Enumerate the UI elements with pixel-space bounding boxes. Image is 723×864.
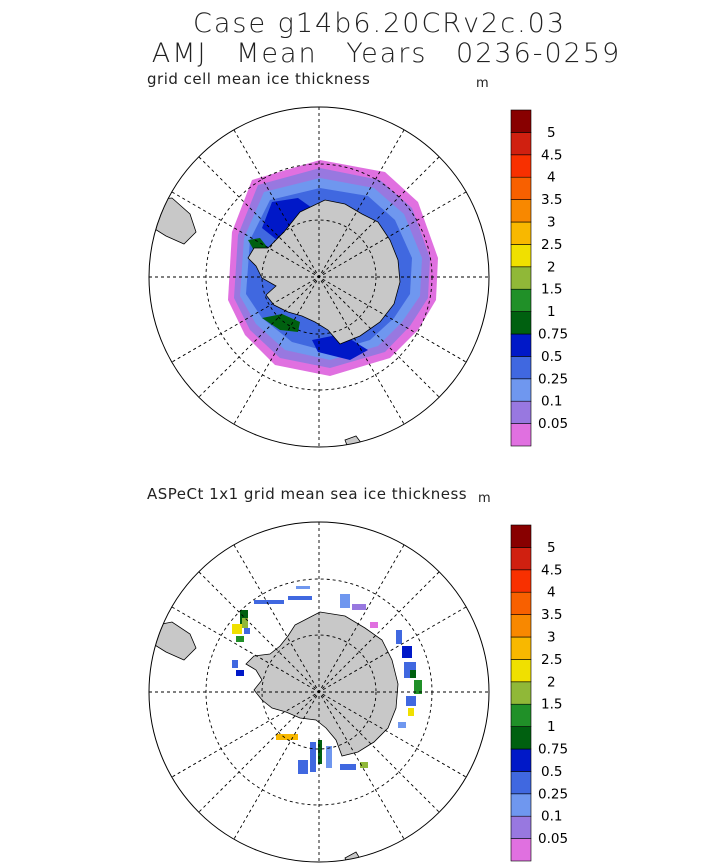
colorbar2-swatch-8 xyxy=(510,659,532,683)
colorbar2-swatch-14 xyxy=(510,524,532,548)
graticule xyxy=(149,107,489,447)
colorbar2-swatch-10 xyxy=(510,614,532,638)
colorbar1-swatch-6 xyxy=(510,288,532,312)
colorbar2-swatch-11 xyxy=(510,591,532,615)
colorbar1-tick-label: 2.5 xyxy=(541,237,562,253)
colorbar2-tick-label: 1 xyxy=(547,719,556,735)
colorbar1-tick-label: 1 xyxy=(547,304,556,320)
colorbar2-swatch-6 xyxy=(510,703,532,727)
colorbar1-swatch-3 xyxy=(510,356,532,380)
colorbar2-tick-label: 0.25 xyxy=(538,786,568,802)
colorbar2-tick-label: 5 xyxy=(547,540,556,556)
colorbar-panel1: 0.05 0.1 0.25 0.5 0.75 1 1.5 2 2.5 3 3.5 4 4.5 5 xyxy=(510,109,568,447)
ice-band-0.75-ross xyxy=(312,334,368,360)
panel1-map xyxy=(148,106,490,448)
title-period: AMJ Mean Years 0236-0259 xyxy=(151,38,622,69)
colorbar2-swatch-13 xyxy=(510,547,532,571)
colorbar1-tick-label: 0.25 xyxy=(538,371,568,387)
colorbar2-tick-label: 3 xyxy=(547,630,556,646)
colorbar1-tick-label: 0.1 xyxy=(541,394,562,410)
colorbar2-tick-label: 3.5 xyxy=(541,607,562,623)
colorbar1-tick-label: 5 xyxy=(547,125,556,141)
panel2-unit: m xyxy=(478,491,491,506)
colorbar1-swatch-11 xyxy=(510,176,532,200)
colorbar2-swatch-5 xyxy=(510,726,532,750)
ice-band-0.75-weddell xyxy=(262,198,315,244)
colorbar1-swatch-7 xyxy=(510,266,532,290)
colorbar-panel2: 0.05 0.1 0.25 0.5 0.75 1 1.5 2 2.5 3 3.5 4 4.5 5 xyxy=(510,524,568,862)
antarctica-land-2 xyxy=(245,611,399,757)
colorbar1-swatch-9 xyxy=(510,221,532,245)
colorbar2-tick-label: 1.5 xyxy=(541,697,562,713)
colorbar2-tick-label: 4 xyxy=(547,585,556,601)
colorbar2-swatch-4 xyxy=(510,748,532,772)
title-case: Case g14b6.20CRv2c.03 xyxy=(192,8,567,39)
colorbar2-swatch-2 xyxy=(510,793,532,817)
colorbar2-tick-label: 0.05 xyxy=(538,831,568,847)
colorbar2-swatch-12 xyxy=(510,569,532,593)
map-border xyxy=(148,106,490,448)
panel1-unit: m xyxy=(476,76,489,91)
colorbar2-tick-label: 2 xyxy=(547,674,556,690)
colorbar1-swatch-2 xyxy=(510,378,532,402)
colorbar1-swatch-10 xyxy=(510,199,532,223)
colorbar1-swatch-14 xyxy=(510,109,532,133)
colorbar1-tick-label: 4.5 xyxy=(541,147,562,163)
colorbar2-swatch-1 xyxy=(510,815,532,839)
panel2-subtitle: ASPeCt 1x1 grid mean sea ice thickness xyxy=(147,485,468,503)
colorbar2-swatch-0 xyxy=(510,838,532,862)
colorbar2-swatch-9 xyxy=(510,636,532,660)
graticule-2 xyxy=(149,522,489,862)
colorbar1-swatch-12 xyxy=(510,154,532,178)
ice-band-1-ross xyxy=(262,314,300,332)
map-border-2 xyxy=(148,521,490,863)
colorbar1-tick-label: 0.75 xyxy=(538,327,568,343)
colorbar1-tick-label: 3 xyxy=(547,215,556,231)
colorbar2-tick-label: 0.75 xyxy=(538,742,568,758)
colorbar1-swatch-0 xyxy=(510,423,532,447)
colorbar2-swatch-7 xyxy=(510,681,532,705)
observation-tracks xyxy=(232,586,422,774)
colorbar1-tick-label: 4 xyxy=(547,170,556,186)
colorbar1-swatch-13 xyxy=(510,132,532,156)
colorbar1-swatch-1 xyxy=(510,400,532,424)
colorbar1-tick-label: 1.5 xyxy=(541,282,562,298)
colorbar1-swatch-4 xyxy=(510,333,532,357)
colorbar2-tick-label: 0.1 xyxy=(541,809,562,825)
colorbar2-tick-label: 4.5 xyxy=(541,562,562,578)
colorbar1-swatch-5 xyxy=(510,311,532,335)
colorbar2-swatch-3 xyxy=(510,771,532,795)
colorbar2-tick-label: 2.5 xyxy=(541,652,562,668)
colorbar1-tick-label: 0.5 xyxy=(541,349,562,365)
colorbar2-tick-label: 0.5 xyxy=(541,764,562,780)
colorbar1-tick-label: 2 xyxy=(547,259,556,275)
colorbar1-tick-label: 3.5 xyxy=(541,192,562,208)
panel2-map xyxy=(148,521,490,863)
colorbar1-swatch-8 xyxy=(510,244,532,268)
colorbar1-tick-label: 0.05 xyxy=(538,416,568,432)
panel1-subtitle: grid cell mean ice thickness xyxy=(147,70,371,88)
